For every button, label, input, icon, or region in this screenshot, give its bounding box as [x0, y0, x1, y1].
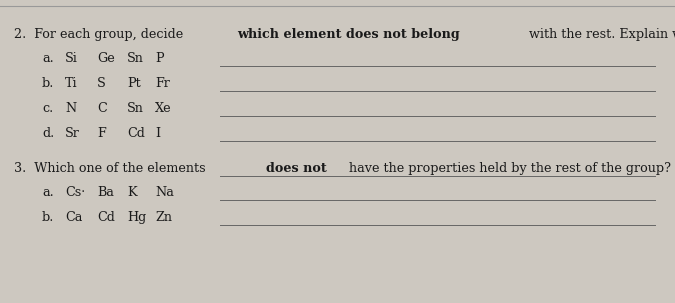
Text: Xe: Xe [155, 102, 171, 115]
Text: Ti: Ti [65, 77, 78, 90]
Text: d.: d. [42, 127, 54, 140]
Text: Cs·: Cs· [65, 186, 85, 199]
Text: N: N [65, 102, 76, 115]
Text: F: F [97, 127, 106, 140]
Text: I: I [155, 127, 160, 140]
Text: c.: c. [42, 102, 53, 115]
Text: Zn: Zn [155, 211, 172, 224]
Text: K: K [127, 186, 136, 199]
Text: b.: b. [42, 77, 55, 90]
Text: Pt: Pt [127, 77, 141, 90]
Text: Ca: Ca [65, 211, 82, 224]
Text: a.: a. [42, 52, 54, 65]
Text: Sn: Sn [127, 52, 144, 65]
Text: Na: Na [155, 186, 174, 199]
Text: Cd: Cd [127, 127, 145, 140]
Text: P: P [155, 52, 163, 65]
Text: S: S [97, 77, 106, 90]
Text: Hg: Hg [127, 211, 146, 224]
Text: 3.  Which one of the elements: 3. Which one of the elements [14, 162, 210, 175]
Text: Sr: Sr [65, 127, 80, 140]
Text: have the properties held by the rest of the group?: have the properties held by the rest of … [345, 162, 671, 175]
Text: C: C [97, 102, 107, 115]
Text: 2.  For each group, decide: 2. For each group, decide [14, 28, 187, 41]
Text: Si: Si [65, 52, 78, 65]
Text: with the rest. Explain why.: with the rest. Explain why. [525, 28, 675, 41]
Text: b.: b. [42, 211, 55, 224]
Text: which element does not belong: which element does not belong [238, 28, 460, 41]
Text: Fr: Fr [155, 77, 170, 90]
Text: Cd: Cd [97, 211, 115, 224]
Text: Ba: Ba [97, 186, 114, 199]
Text: does not: does not [267, 162, 327, 175]
Text: a.: a. [42, 186, 54, 199]
Text: Sn: Sn [127, 102, 144, 115]
Text: Ge: Ge [97, 52, 115, 65]
